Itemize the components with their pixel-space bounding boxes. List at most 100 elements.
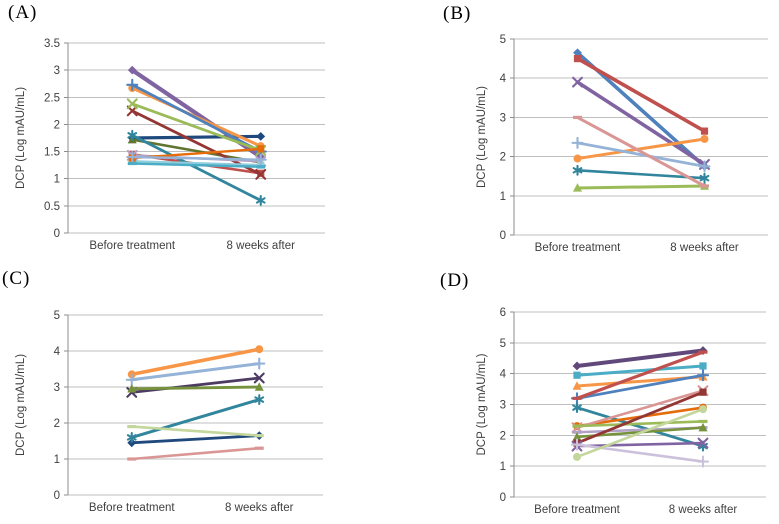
series-markers [127,425,264,438]
series-markers [573,134,709,163]
series-line [575,441,705,448]
series [573,388,707,447]
x-category-label: 8 weeks after [227,240,296,252]
y-tick-label: 0 [500,230,506,242]
series [126,150,267,166]
y-axis-title: DCP (Log mAU/mL) [15,354,27,456]
series-markers [572,350,708,400]
series-markers [127,446,264,461]
y-axis-title: DCP (Log mAU/mL) [476,353,488,455]
series-markers [573,55,709,135]
series [572,164,710,184]
panel-a-chart: 0 0.5 1 1.5 2 2.5 3 3.5 Before treatment 8 weeks … [15,38,325,252]
series-markers [573,115,709,188]
series [126,394,265,443]
series-markers [125,357,266,386]
series [573,362,707,379]
series-markers [572,164,710,184]
series [125,357,266,386]
series-markers [572,419,708,428]
x-category-label: 8 weeks after [670,242,739,254]
gridlines [510,311,766,498]
y-tick-label: 0 [500,492,506,504]
series [573,115,709,188]
series-markers [126,150,267,166]
series-line [130,362,261,382]
y-tick-label: 3 [54,382,60,394]
series-line [130,434,261,445]
series-line [575,407,705,459]
x-category-label: 8 weeks after [669,504,738,516]
y-tick-label: 2 [54,418,60,430]
x-category-label: 8 weeks after [225,502,294,514]
y-tick-label: 0 [54,490,60,502]
y-tick-label: 3 [54,65,60,77]
panel-c-chart: 0 1 2 3 4 5 Before treatment 8 weeks after DCP (… [15,310,323,514]
series [572,350,708,400]
series-markers [573,405,707,461]
y-tick-label: 0 [54,228,60,240]
series-line [131,155,262,161]
series-markers [573,362,707,379]
series-line [130,376,261,394]
series-line [575,420,705,428]
panel-label-b: (B) [443,3,472,24]
series [573,181,709,192]
series [127,65,266,162]
series-line [575,390,705,445]
series [127,345,264,379]
series-line [575,373,705,400]
series-markers [570,438,710,468]
series-line [130,133,263,202]
y-tick-label: 4 [500,369,507,381]
series-line [576,169,706,180]
series [573,55,709,135]
y-tick-label: 1 [54,174,60,186]
y-tick-label: 5 [54,310,60,322]
y-tick-label: 4 [500,73,507,85]
series-line [575,443,705,463]
panel-label-a: (A) [8,2,38,23]
series-line [576,141,706,168]
panel-b-chart: 0 1 2 3 4 5 Before treatment 8 weeks after DCP (… [476,34,768,254]
series-line [575,406,705,448]
series-markers [127,161,266,169]
panel-d-chart: 0 1 2 3 4 5 6 Before treatment 8 weeks after DCP … [476,307,766,516]
series-line [575,389,705,429]
series-line [130,102,263,152]
series [127,425,264,438]
y-tick-label: 3 [500,400,506,412]
series-line [575,348,705,368]
y-axis-title: DCP (Log mAU/mL) [15,87,27,189]
y-tick-label: 3.5 [44,38,60,50]
gridlines [510,38,768,236]
series-markers [572,422,708,441]
series [573,134,709,163]
y-tick-label: 3 [500,112,506,124]
series-line [130,446,261,461]
y-tick-label: 4 [54,346,61,358]
series-line [575,56,707,133]
series-line [131,160,262,167]
series-line [575,80,707,167]
series-line [575,364,705,377]
series-line [576,184,706,190]
y-tick-label: 2 [54,119,60,131]
series [127,446,264,461]
y-tick-label: 1 [54,454,60,466]
y-tick-label: 1 [500,191,506,203]
y-tick-label: 1 [500,461,506,473]
series [573,405,707,461]
series [572,419,708,428]
series-line [576,137,706,161]
series-line [576,115,706,188]
y-tick-label: 1.5 [44,147,60,159]
series-line [130,398,261,439]
series-line [131,162,262,168]
series-line [130,385,261,391]
y-tick-label: 5 [500,338,506,350]
series [571,136,711,173]
panel-label-c: (C) [2,268,31,289]
series-line [130,425,261,437]
